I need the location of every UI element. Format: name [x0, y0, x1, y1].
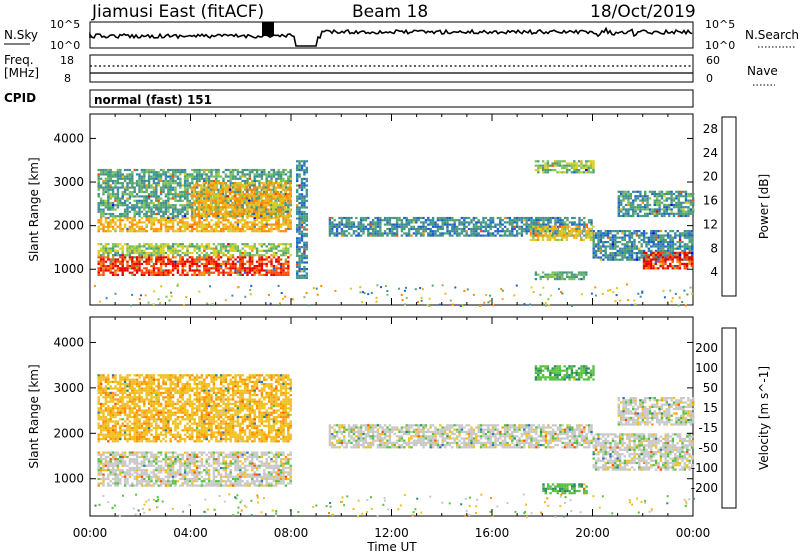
- colorbar-tick: 100: [695, 361, 718, 375]
- echo-band: [97, 451, 292, 487]
- echo-band: [97, 216, 292, 233]
- y-axis-label: Slant Range [km]: [27, 364, 41, 468]
- x-tick-label: 00:00: [676, 526, 711, 540]
- freq-tick-top: 18: [60, 54, 74, 67]
- cpid-label: CPID: [4, 91, 36, 105]
- echo-band: [97, 243, 292, 257]
- y-tick-label: 4000: [53, 335, 84, 349]
- echo-band: [534, 365, 595, 381]
- colorbar: 4 8 12 16 20 24 28 Power [dB]: [703, 116, 771, 297]
- colorbar-tick: 12: [703, 217, 718, 231]
- y-tick-label: 1000: [53, 262, 84, 276]
- colorbar-tick: -100: [691, 461, 718, 475]
- echo-band: [97, 256, 290, 276]
- echo-band: [529, 225, 595, 241]
- y-tick-label: 4000: [53, 131, 84, 145]
- power-panel: 1000 2000 3000 4000 Slant Range [km] 4 8 12 16 20…: [27, 113, 771, 307]
- echo-band: [617, 397, 695, 426]
- nave-label: Nave: [747, 64, 778, 78]
- colorbar-tick: 24: [703, 146, 718, 160]
- echo-band: [617, 190, 695, 218]
- noise-left-label: N.Sky: [4, 28, 38, 42]
- nave-tick-bottom: 0: [706, 72, 713, 85]
- noise-right-tick-bottom: 10^0: [705, 39, 735, 52]
- colorbar-tick: 28: [703, 122, 718, 136]
- colorbar-tick: 200: [695, 341, 718, 355]
- colorbar-tick: 4: [710, 265, 718, 279]
- noise-left-tick-top: 10^5: [50, 18, 80, 31]
- x-tick-label: 00:00: [73, 526, 108, 540]
- noise-left-tick-bottom: 10^0: [50, 39, 80, 52]
- echo-band: [542, 483, 588, 495]
- y-tick-label: 2000: [53, 426, 84, 440]
- colorbar: 200 100 50 15 -15 -50 -100 -200 Velocity [m s^-1…: [691, 327, 771, 509]
- y-axis-label: Slant Range [km]: [27, 157, 41, 261]
- noise-panel: N.Sky 10^5 10^0 10^5 10^0 N.Search: [4, 18, 799, 52]
- colorbar-tick: 50: [703, 381, 718, 395]
- station-title: Jiamusi East (fitACF): [91, 2, 264, 22]
- noise-trace: [89, 26, 693, 47]
- x-tick-label: 04:00: [173, 526, 208, 540]
- cpid-box: [89, 89, 694, 108]
- time-axis: 00:00 04:00 08:00 12:00 16:00 20:00 00:00: [73, 526, 711, 540]
- colorbar-tick: 20: [703, 170, 718, 184]
- echo-band: [642, 251, 694, 270]
- colorbar-tick: -50: [698, 441, 718, 455]
- y-tick-label: 3000: [53, 175, 84, 189]
- echo-band: [592, 433, 694, 471]
- beam-title: Beam 18: [352, 2, 428, 22]
- echo-band: [296, 160, 308, 279]
- echo-band: [97, 374, 292, 443]
- noise-right-tick-top: 10^5: [705, 18, 735, 31]
- freq-unit: [MHz]: [4, 66, 39, 80]
- echo-band: [534, 160, 595, 174]
- velocity-panel: 1000 2000 3000 4000 Slant Range [km] 200 100 50…: [27, 316, 771, 518]
- colorbar-label: Velocity [m s^-1]: [757, 366, 771, 470]
- colorbar-label: Power [dB]: [757, 174, 771, 239]
- colorbar-tick: 16: [703, 194, 718, 208]
- x-tick-label: 08:00: [274, 526, 309, 540]
- colorbar-tick: 8: [710, 241, 718, 255]
- colorbar-tick: 15: [703, 401, 718, 415]
- nave-tick-top: 60: [706, 54, 720, 67]
- echo-band: [190, 182, 292, 218]
- echo-band: [328, 424, 593, 449]
- echo-band: [534, 271, 588, 281]
- freq-panel: Freq. [MHz] 18 8 60 0 Nave: [4, 53, 778, 86]
- cpid-mode: normal (fast) 151: [94, 93, 212, 107]
- x-axis-title: Time UT: [366, 540, 417, 554]
- noise-right-label: N.Search: [745, 28, 799, 42]
- date-title: 18/Oct/2019: [590, 2, 696, 22]
- y-tick-label: 2000: [53, 219, 84, 233]
- y-tick-label: 3000: [53, 381, 84, 395]
- colorbar-tick: -15: [698, 421, 718, 435]
- freq-tick-bottom: 8: [64, 72, 71, 85]
- scatter-points: [93, 283, 694, 307]
- x-tick-label: 16:00: [475, 526, 510, 540]
- y-tick-label: 1000: [53, 472, 84, 486]
- x-tick-label: 20:00: [575, 526, 610, 540]
- scatter-points: [94, 493, 695, 518]
- freq-label: Freq.: [4, 53, 34, 67]
- noise-block: [262, 22, 274, 36]
- colorbar-tick: -200: [691, 481, 718, 495]
- x-tick-label: 12:00: [374, 526, 409, 540]
- echo-band: [328, 216, 593, 237]
